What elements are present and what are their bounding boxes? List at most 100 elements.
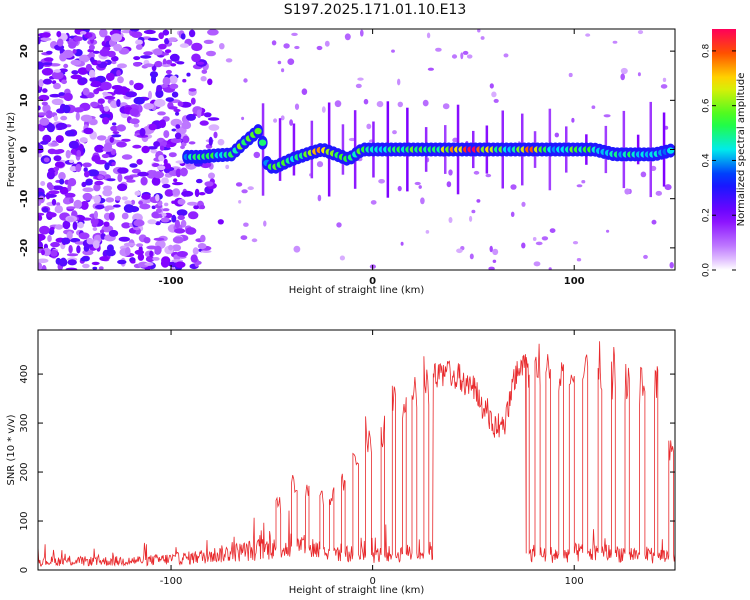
noise-cell (144, 262, 154, 266)
noise-cell (102, 91, 109, 96)
noise-cell (471, 209, 476, 214)
noise-cell (68, 41, 77, 49)
noise-cell (376, 101, 384, 108)
noise-cell (69, 197, 74, 204)
noise-cell (208, 136, 213, 146)
noise-cell (664, 184, 672, 191)
noise-cell (117, 63, 127, 69)
noise-cell (44, 193, 57, 198)
noise-cell (162, 183, 171, 189)
noise-cell (397, 185, 402, 192)
noise-cell (117, 76, 124, 84)
noise-cell (620, 73, 625, 81)
noise-cell (42, 62, 53, 66)
noise-cell (40, 140, 49, 145)
noise-cell (169, 83, 179, 90)
noise-cell (235, 182, 243, 187)
noise-cell (181, 190, 194, 197)
noise-cell (451, 54, 458, 59)
noise-cell (133, 82, 144, 91)
noise-cell (192, 247, 199, 255)
noise-cell (172, 236, 184, 244)
noise-cell (155, 89, 164, 98)
x-tick-label: -100 (159, 276, 184, 287)
noise-cell (168, 152, 177, 158)
noise-cell (186, 72, 191, 77)
noise-cell (130, 29, 140, 32)
noise-cell (151, 205, 156, 210)
noise-cell (469, 253, 474, 260)
noise-cell (208, 124, 220, 131)
noise-cell (334, 100, 342, 108)
noise-cell (188, 211, 199, 220)
noise-cell (50, 250, 58, 257)
noise-cell (154, 98, 166, 108)
noise-cell (64, 192, 76, 198)
noise-cell (277, 60, 282, 65)
noise-cell (131, 168, 141, 174)
noise-cell (51, 198, 57, 206)
noise-cell (82, 187, 94, 192)
noise-cell (174, 132, 182, 140)
noise-cell (603, 114, 611, 118)
y-axis-label: Frequency (Hz) (6, 112, 17, 188)
noise-cell (187, 201, 198, 206)
noise-cell (219, 43, 225, 50)
noise-cell (38, 258, 49, 264)
noise-cell (247, 186, 254, 191)
noise-cell (87, 169, 100, 177)
noise-cell (489, 245, 493, 253)
noise-cell (83, 167, 88, 173)
noise-cell (77, 221, 84, 229)
noise-cell (199, 120, 209, 126)
noise-cell (65, 267, 78, 270)
noise-cell (164, 38, 170, 45)
noise-cell (51, 71, 64, 80)
noise-cell (140, 55, 152, 59)
noise-cell (125, 91, 137, 98)
noise-cell (185, 227, 197, 235)
noise-cell (42, 88, 48, 93)
noise-cell (43, 157, 50, 163)
noise-cell (58, 172, 66, 181)
noise-cell (139, 127, 146, 137)
noise-cell (82, 87, 90, 96)
noise-cell (41, 249, 45, 256)
noise-cell (576, 258, 582, 262)
noise-cell (414, 181, 421, 186)
noise-cell (460, 52, 464, 60)
noise-cell (156, 85, 163, 92)
noise-cell (493, 98, 499, 103)
noise-cell (72, 49, 77, 54)
noise-cell (177, 198, 186, 205)
noise-cell (175, 168, 182, 178)
noise-cell (171, 128, 177, 132)
noise-cell (68, 140, 79, 149)
x-axis-label: Height of straight line (km) (289, 585, 425, 596)
y-tick-label: 100 (19, 511, 30, 530)
colorbar-tick-label: 0.8 (702, 43, 712, 58)
noise-cell (535, 241, 543, 246)
noise-cell (146, 245, 158, 250)
noise-cell (88, 69, 96, 78)
noise-cell (136, 158, 143, 165)
noise-cell (370, 200, 377, 205)
noise-cell (130, 199, 136, 205)
noise-cell (38, 112, 48, 116)
noise-cell (640, 171, 647, 178)
noise-cell (101, 153, 110, 159)
y-tick-label: 0 (19, 146, 30, 153)
noise-cell (241, 116, 245, 121)
noise-cell (62, 220, 71, 230)
noise-cell (116, 141, 127, 148)
noise-cell (82, 263, 90, 269)
noise-cell (291, 32, 298, 37)
noise-cell (138, 200, 144, 205)
noise-cell (67, 178, 77, 187)
noise-cell (213, 131, 218, 139)
noise-cell (422, 99, 429, 107)
streak-cell (292, 123, 296, 176)
noise-cell (283, 43, 290, 49)
